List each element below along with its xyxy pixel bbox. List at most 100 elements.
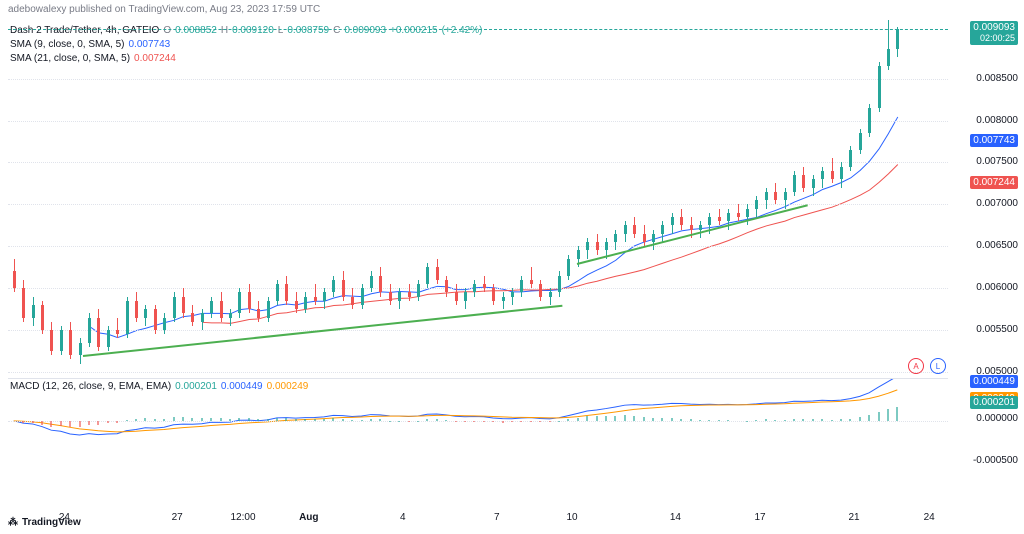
candle: [539, 284, 542, 297]
candle: [464, 292, 467, 300]
candle: [737, 213, 740, 217]
candle: [238, 292, 241, 313]
candle: [88, 318, 91, 343]
time-tick: Aug: [299, 512, 318, 523]
price-tick: 0.007000: [952, 198, 1018, 209]
candle: [868, 108, 871, 133]
candle: [699, 225, 702, 229]
candle: [878, 66, 881, 108]
candle: [831, 171, 834, 179]
candle: [812, 179, 815, 187]
price-tick: 0.006000: [952, 282, 1018, 293]
candle: [624, 225, 627, 233]
candle: [314, 297, 317, 301]
candle: [135, 301, 138, 318]
candle: [295, 301, 298, 309]
candle: [276, 284, 279, 301]
candle: [614, 234, 617, 242]
candle: [567, 259, 570, 276]
price-badge: 0.007244: [970, 176, 1018, 189]
candle: [408, 292, 411, 296]
candle: [502, 297, 505, 301]
candle: [652, 234, 655, 242]
candle: [229, 313, 232, 317]
auto-scale-icon[interactable]: A: [908, 358, 924, 374]
candle: [126, 301, 129, 335]
candle: [755, 200, 758, 208]
candle: [690, 225, 693, 229]
candle: [50, 330, 53, 351]
candle: [473, 284, 476, 292]
candle: [248, 292, 251, 309]
candle: [774, 192, 777, 200]
candle: [887, 49, 890, 66]
candle: [596, 242, 599, 250]
candle: [680, 217, 683, 225]
candle: [483, 284, 486, 288]
candle: [746, 209, 749, 217]
candle: [586, 242, 589, 250]
macd-axis[interactable]: 0.0004490.0002490.0002010.000000-0.00050…: [950, 378, 1020, 470]
candle: [69, 330, 72, 355]
price-tick: 0.008500: [952, 73, 1018, 84]
macd-overlay: [8, 379, 948, 471]
candle: [859, 133, 862, 150]
candle: [154, 309, 157, 330]
log-scale-icon[interactable]: L: [930, 358, 946, 374]
time-tick: 17: [754, 512, 765, 523]
candle: [436, 267, 439, 280]
candle: [267, 301, 270, 318]
candle: [821, 171, 824, 179]
footer-brand[interactable]: ⁂ TradingView: [8, 517, 81, 528]
candle: [661, 225, 664, 233]
macd-panel[interactable]: MACD (12, 26, close, 9, EMA, EMA) 0.0002…: [8, 378, 948, 470]
candle: [32, 305, 35, 318]
candle: [765, 192, 768, 200]
sma-overlay: [8, 20, 948, 372]
candle: [60, 330, 63, 351]
candle: [643, 234, 646, 242]
candle: [727, 213, 730, 221]
candle: [163, 318, 166, 331]
scale-icons: A L: [908, 358, 946, 374]
candle: [144, 309, 147, 317]
time-tick: 14: [670, 512, 681, 523]
candle: [370, 276, 373, 289]
candle: [784, 192, 787, 200]
candle: [191, 313, 194, 321]
candle: [173, 297, 176, 318]
candle: [492, 288, 495, 301]
candle: [849, 150, 852, 167]
price-chart[interactable]: [8, 20, 948, 372]
candle: [210, 301, 213, 314]
candle: [671, 217, 674, 225]
candle: [455, 292, 458, 300]
candle: [840, 167, 843, 180]
candle: [323, 292, 326, 300]
price-tick: 0.006500: [952, 240, 1018, 251]
price-axis[interactable]: 0.0050000.0055000.0060000.0065000.007000…: [950, 20, 1020, 372]
candle: [793, 175, 796, 192]
candle: [605, 242, 608, 250]
time-tick: 7: [494, 512, 500, 523]
time-tick: 24: [924, 512, 935, 523]
time-axis[interactable]: 242712:00Aug471014172124: [8, 512, 948, 530]
candle: [22, 288, 25, 317]
candle: [351, 297, 354, 305]
candle: [708, 217, 711, 225]
candle: [633, 225, 636, 233]
time-tick: 4: [400, 512, 406, 523]
candle: [379, 276, 382, 293]
candle: [304, 297, 307, 310]
price-badge: 0.007743: [970, 134, 1018, 147]
tradingview-logo-icon: ⁂: [8, 517, 18, 528]
price-tick: 0.008000: [952, 115, 1018, 126]
time-tick: 21: [848, 512, 859, 523]
candle: [398, 292, 401, 300]
candle: [389, 292, 392, 300]
macd-tick: -0.000500: [952, 455, 1018, 466]
candle: [445, 280, 448, 293]
candle: [201, 313, 204, 321]
candle: [802, 175, 805, 188]
candle: [549, 292, 552, 296]
